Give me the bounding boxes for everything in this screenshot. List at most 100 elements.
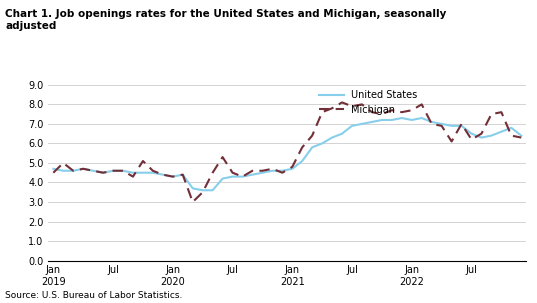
Michigan — [418, 102, 425, 106]
Michigan — [219, 155, 226, 159]
United States — [319, 142, 325, 145]
United States — [468, 132, 475, 135]
Legend: United States, Michigan: United States, Michigan — [316, 86, 422, 119]
United States — [508, 126, 514, 130]
United States — [359, 122, 365, 126]
Michigan — [159, 173, 166, 176]
United States — [80, 167, 86, 171]
Michigan — [209, 171, 216, 175]
Michigan — [468, 138, 475, 141]
United States — [429, 120, 435, 124]
Line: Michigan: Michigan — [53, 102, 521, 202]
United States — [190, 187, 196, 190]
Michigan — [240, 175, 246, 178]
Michigan — [458, 122, 465, 126]
United States — [229, 175, 236, 178]
Michigan — [508, 134, 514, 138]
Michigan — [110, 169, 117, 173]
United States — [140, 171, 146, 175]
Michigan — [170, 175, 176, 178]
Michigan — [488, 112, 495, 116]
United States — [369, 120, 375, 124]
United States — [259, 171, 266, 175]
Michigan — [518, 136, 525, 139]
Michigan — [289, 165, 295, 169]
United States — [289, 167, 295, 171]
Michigan — [349, 105, 355, 108]
United States — [50, 167, 56, 171]
United States — [240, 175, 246, 178]
Michigan — [429, 122, 435, 126]
Michigan — [448, 140, 455, 143]
United States — [309, 145, 315, 149]
United States — [299, 159, 306, 163]
United States — [179, 173, 186, 176]
United States — [418, 116, 425, 120]
United States — [458, 124, 465, 128]
United States — [100, 171, 106, 175]
United States — [438, 122, 445, 126]
Text: Chart 1. Job openings rates for the United States and Michigan, seasonally
adjus: Chart 1. Job openings rates for the Unit… — [5, 9, 447, 31]
United States — [110, 169, 117, 173]
Michigan — [478, 132, 485, 135]
United States — [120, 169, 126, 173]
Michigan — [498, 110, 505, 114]
Michigan — [359, 102, 365, 106]
Michigan — [130, 175, 136, 178]
Michigan — [269, 167, 275, 171]
Michigan — [319, 110, 325, 114]
United States — [488, 134, 495, 138]
Michigan — [389, 108, 395, 112]
Michigan — [398, 110, 405, 114]
Text: Source: U.S. Bureau of Labor Statistics.: Source: U.S. Bureau of Labor Statistics. — [5, 291, 183, 300]
United States — [339, 132, 345, 135]
Line: United States: United States — [53, 118, 521, 190]
Michigan — [199, 190, 206, 194]
United States — [269, 169, 275, 173]
United States — [498, 130, 505, 134]
United States — [199, 188, 206, 192]
United States — [209, 188, 216, 192]
United States — [398, 116, 405, 120]
United States — [90, 169, 96, 173]
United States — [409, 118, 415, 122]
Michigan — [438, 124, 445, 128]
Michigan — [339, 101, 345, 104]
United States — [150, 171, 156, 175]
United States — [389, 118, 395, 122]
United States — [70, 169, 76, 173]
United States — [219, 177, 226, 180]
United States — [279, 169, 286, 173]
Michigan — [70, 169, 76, 173]
Michigan — [140, 159, 146, 163]
Michigan — [309, 134, 315, 138]
Michigan — [329, 106, 335, 110]
Michigan — [229, 171, 236, 175]
United States — [379, 118, 385, 122]
Michigan — [190, 200, 196, 204]
Michigan — [259, 169, 266, 173]
Michigan — [60, 161, 67, 165]
Michigan — [120, 169, 126, 173]
Michigan — [379, 112, 385, 116]
United States — [170, 175, 176, 178]
Michigan — [249, 169, 256, 173]
United States — [329, 136, 335, 139]
United States — [448, 124, 455, 128]
Michigan — [179, 173, 186, 176]
Michigan — [299, 145, 306, 149]
United States — [349, 124, 355, 128]
Michigan — [369, 110, 375, 114]
Michigan — [50, 171, 56, 175]
Michigan — [279, 171, 286, 175]
Michigan — [90, 169, 96, 173]
Michigan — [100, 171, 106, 175]
Michigan — [80, 167, 86, 171]
Michigan — [409, 108, 415, 112]
United States — [60, 169, 67, 173]
Michigan — [150, 169, 156, 173]
United States — [478, 136, 485, 139]
United States — [159, 173, 166, 176]
United States — [249, 173, 256, 176]
United States — [518, 134, 525, 138]
